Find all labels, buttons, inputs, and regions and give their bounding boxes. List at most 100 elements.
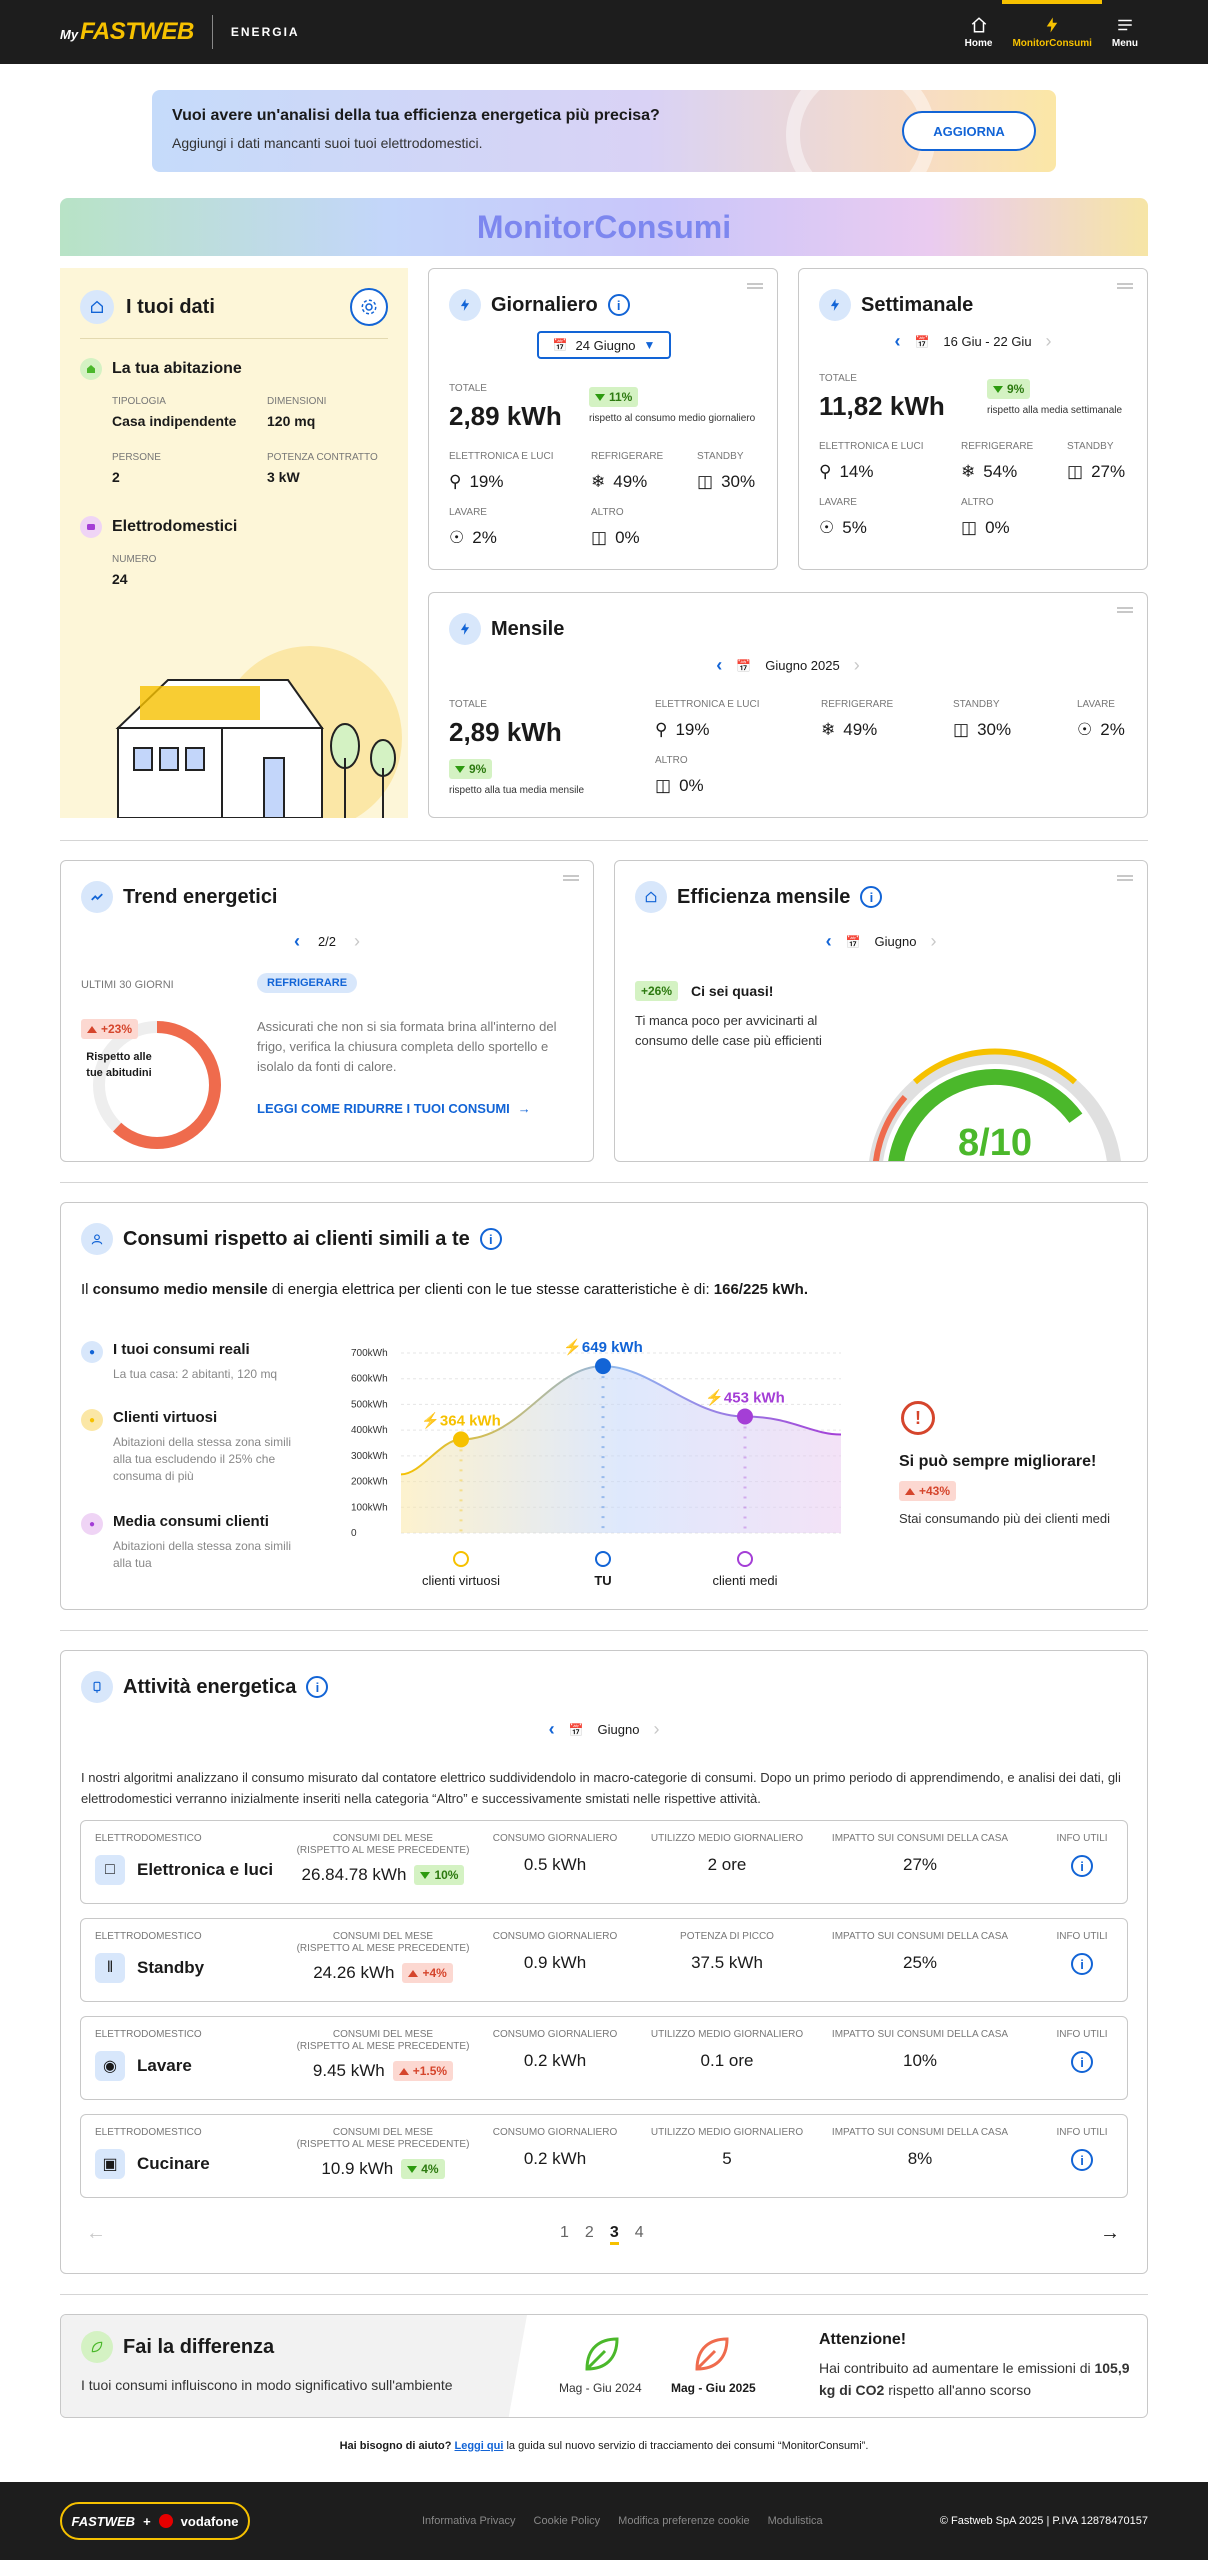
col-header: CONSUMI DEL MESE [332,2127,434,2138]
footer-link-cookie[interactable]: Cookie Policy [533,2515,601,2527]
category-value: 2% [472,528,497,547]
col-header-sub: (rispetto al mese precedente) [296,1943,470,1954]
efficiency-card: Efficienza mensile i ‹ 📅 Giugno › +26% C… [614,860,1148,1162]
row-monthly: 9.45 kWh [312,2061,385,2080]
y-tick-label: 200kWh [351,1477,388,1488]
table-row: ELETTRODOMESTICO □ Elettronica e luci CONS… [80,1820,1128,1904]
info-icon[interactable]: i [306,1676,329,1698]
col-header: IMPATTO SUI CONSUMI DELLA CASA [831,1931,1009,1942]
nav-monitorconsumi[interactable]: MonitorConsumi [1002,0,1103,64]
lamp-icon: ⚲ [819,462,832,481]
field-label: PERSONE [112,452,161,463]
weekly-delta-value: 9% [1007,382,1025,396]
electronics-icon: □ [95,1855,125,1885]
y-tick-label: 700kWh [351,1348,388,1359]
col-header: CONSUMO GIORNALIERO [492,1931,618,1942]
data-point [595,1358,611,1375]
weekly-delta-note: rispetto alla media settimanale [987,405,1123,416]
user-icon: ● [81,1341,103,1363]
prev-month-chevron-icon[interactable]: ‹ [716,655,723,675]
help-link[interactable]: Leggi qui [454,2440,504,2452]
nav-menu[interactable]: Menu [1102,0,1148,64]
row-name: Cucinare [137,2154,210,2173]
info-icon[interactable]: i [1071,1855,1093,1877]
drag-handle[interactable] [1117,607,1133,613]
settings-icon[interactable] [350,288,388,326]
footer-link-forms[interactable]: Modulistica [767,2515,823,2527]
update-banner: Vuoi avere un'analisi della tua efficien… [152,90,1056,172]
info-icon[interactable]: i [860,886,883,908]
myfastweb-logo[interactable]: My FASTWEB [60,18,194,46]
footer-copyright: © Fastweb SpA 2025 | P.IVA 12878470157 [939,2515,1148,2527]
nav-home[interactable]: Home [955,0,1003,64]
section-divider [60,1182,1148,1183]
col-header: ELETTRODOMESTICO [95,2029,202,2040]
next-month-chevron-icon[interactable]: › [653,1719,660,1739]
info-icon[interactable]: i [479,1228,502,1250]
efficiency-title: Efficienza mensile [677,885,851,908]
prev-week-chevron-icon[interactable]: ‹ [894,331,901,351]
category-value: 30% [721,472,756,491]
bolt-icon [1046,17,1058,32]
area-fill [401,1366,841,1533]
drag-handle[interactable] [1117,283,1133,289]
difference-title: Fai la differenza [123,2335,275,2358]
footer-link-cookie-prefs[interactable]: Modifica preferenze cookie [618,2515,750,2527]
logo-brand-text: FASTWEB [80,18,194,45]
page-link[interactable]: 4 [634,2224,644,2241]
y-tick-label: 0 [351,1528,357,1539]
update-button[interactable]: AGGIORNA [902,111,1036,151]
daily-date-select[interactable]: 📅 24 Giugno ▼ [537,331,671,359]
info-icon[interactable]: i [607,294,630,316]
washer-icon: ◉ [95,2051,125,2081]
legend-average: ● Media consumi clienti Abitazioni della … [81,1513,303,1572]
field-value: Casa indipendente [112,413,237,429]
row-monthly: 24.26 kWh [313,1963,395,1982]
info-icon[interactable]: i [1071,2149,1093,2171]
activity-card: Attività energetica i ‹ 📅 Giugno › I nos… [60,1650,1148,2274]
trend-link[interactable]: LEGGI COME RIDURRE I TUOI CONSUMI → [257,1101,531,1116]
row-impact: 10% [902,2051,938,2070]
page-link[interactable]: 2 [584,2224,594,2241]
category-value: 0% [985,518,1010,537]
field-value: 2 [112,469,120,485]
page-link-current[interactable]: 3 [609,2224,619,2245]
daily-total: 2,89 kWh [449,401,562,431]
info-icon[interactable]: i [1071,2051,1093,2073]
footer-link-privacy[interactable]: Informativa Privacy [422,2515,516,2527]
next-month-chevron-icon[interactable]: › [930,931,937,951]
drag-handle[interactable] [747,283,763,289]
monthly-date-value: Giugno 2025 [765,658,840,673]
difference-card: Fai la differenza I tuoi consumi influis… [60,2314,1148,2418]
activity-title: Attività energetica [123,1675,297,1698]
trend-card: Trend energetici ‹ 2/2 › ULTIMI 30 GIORN… [60,860,594,1162]
col-header: CONSUMO GIORNALIERO [492,1833,618,1844]
nav-home-label: Home [964,37,993,49]
pagination: 1 2 3 4 [560,2224,644,2245]
efficiency-month: Giugno [874,934,917,949]
prev-month-chevron-icon[interactable]: ‹ [548,1719,555,1739]
leaf-red-icon [695,2337,729,2371]
prev-page-arrow-icon[interactable]: ← [86,2222,106,2244]
drag-handle[interactable] [563,875,579,881]
side-title: Si può sempre migliorare! [899,1453,1097,1470]
next-month-chevron-icon[interactable]: › [853,655,860,675]
category-value: 19% [675,720,710,739]
category-value: 2% [1100,720,1125,739]
footer: FASTWEB + vodafone Informativa Privacy C… [0,2482,1208,2560]
info-icon[interactable]: i [1071,1953,1093,1975]
next-page-arrow-icon[interactable]: → [1100,2222,1120,2244]
col-header-sub: (rispetto al mese precedente) [296,2139,470,2150]
next-page-chevron-icon[interactable]: › [354,931,361,951]
weekly-title: Settimanale [861,293,974,316]
efficiency-text: Ti manca poco per avvicinarti al consumo… [635,1013,822,1048]
footer-links: Informativa Privacy Cookie Policy Modifi… [422,2515,823,2527]
prev-page-chevron-icon[interactable]: ‹ [293,931,300,951]
drag-handle[interactable] [1117,875,1133,881]
next-week-chevron-icon[interactable]: › [1045,331,1052,351]
footer-logo[interactable]: FASTWEB + vodafone [60,2502,250,2540]
category-label: REFRIGERARE [821,699,894,710]
page-link[interactable]: 1 [560,2224,569,2241]
plug-badge-icon [81,1671,113,1703]
prev-month-chevron-icon[interactable]: ‹ [825,931,832,951]
